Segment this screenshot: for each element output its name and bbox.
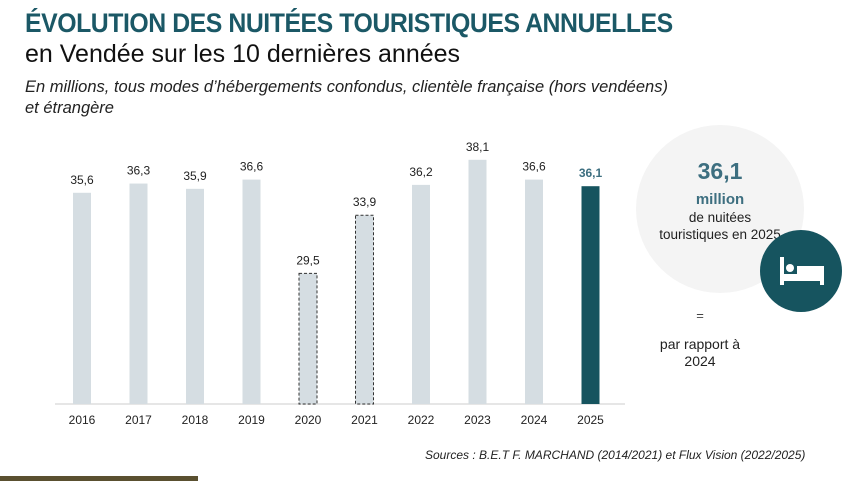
x-tick-2025: 2025 [577,413,604,427]
note: En millions, tous modes d’hébergements c… [25,78,668,117]
x-tick-2017: 2017 [125,413,152,427]
x-tick-2018: 2018 [182,413,209,427]
bar-2019 [242,179,261,404]
kpi-value: 36,1 [697,158,743,184]
data-label-2023: 38,1 [466,140,490,154]
bed-icon [760,230,842,312]
bar-2024 [525,179,543,404]
bar-2017 [129,183,148,404]
bar-2025 [581,186,600,404]
data-label-2024: 36,6 [522,160,546,174]
bar-2020 [298,272,318,405]
data-label-2018: 35,9 [183,169,207,183]
x-tick-2022: 2022 [408,413,435,427]
bar-chart: 35,6 2016 36,3 2017 35,9 2018 36,6 2019 29,5 2020… [55,140,625,427]
data-label-2019: 36,6 [240,160,264,174]
data-label-2025: 36,1 [579,166,603,180]
data-label-2017: 36,3 [127,164,151,178]
x-tick-2019: 2019 [238,413,265,427]
x-tick-2023: 2023 [464,413,491,427]
kpi-compare: par rapport à 2024 [659,336,741,369]
x-tick-2020: 2020 [295,413,322,427]
kpi-unit: million [695,191,745,208]
x-tick-2021: 2021 [351,413,378,427]
bar-2022 [412,184,430,404]
bar-2021 [355,214,374,405]
title: ÉVOLUTION DES NUITÉES TOURISTIQUES ANNUE… [25,8,673,38]
x-tick-2024: 2024 [521,413,548,427]
data-label-2021: 33,9 [353,195,377,209]
subtitle: en Vendée sur les 10 dernières années [25,40,461,68]
bar-2023 [468,159,487,404]
kpi-desc: de nuitées touristiques en 2025 [659,210,781,242]
photo-strip [0,476,198,481]
bar-2016 [73,192,91,404]
kpi-change: = [696,308,704,323]
data-label-2022: 36,2 [409,165,433,179]
source: Sources : B.E.T F. MARCHAND (2014/2021) … [425,448,806,462]
x-tick-2016: 2016 [69,413,96,427]
data-label-2020: 29,5 [296,253,320,267]
data-label-2016: 35,6 [70,173,94,187]
bar-2018 [186,188,204,404]
